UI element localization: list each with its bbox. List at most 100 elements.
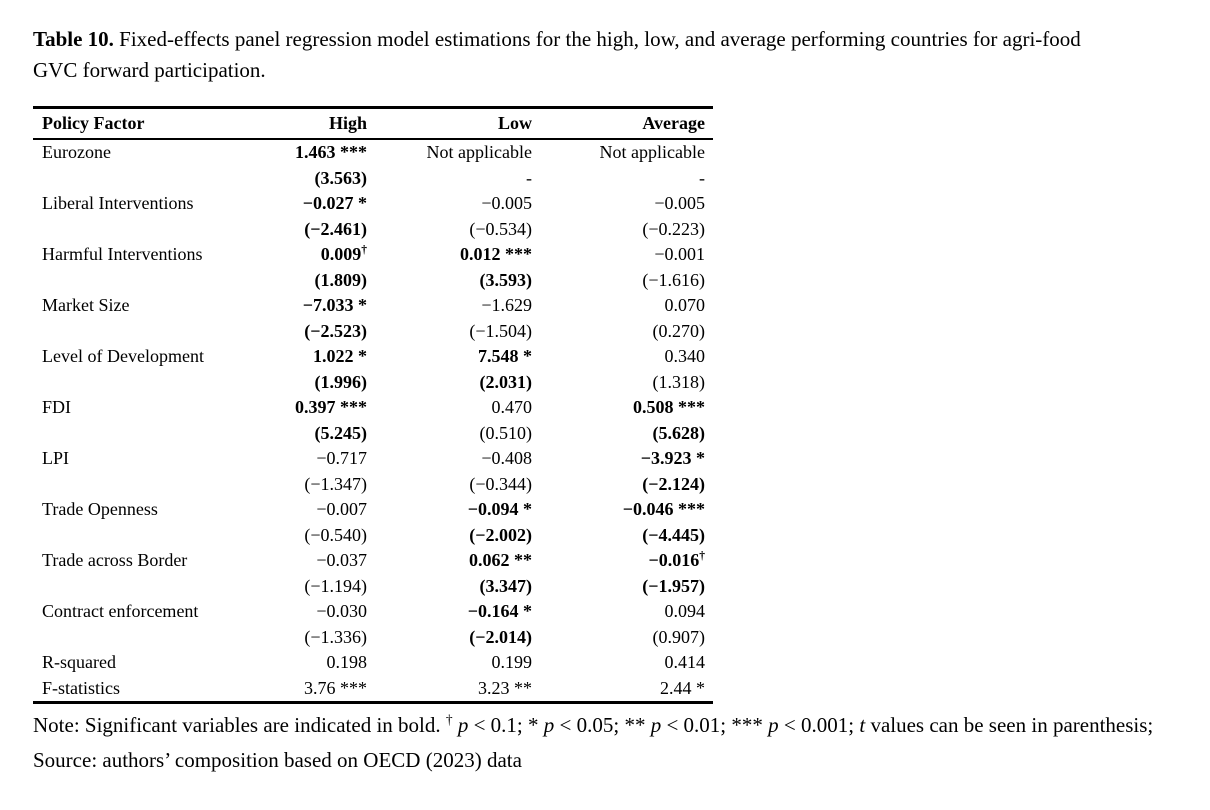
value-cell: (0.270) [540, 319, 713, 345]
table-row: Trade Openness −0.007 −0.094 * −0.046 *** [33, 497, 713, 523]
value-cell: −7.033 * [243, 293, 375, 319]
cell-text: (0.270) [652, 320, 706, 341]
table-row: Eurozone 1.463 *** Not applicable Not appli… [33, 139, 713, 166]
cell-text: Contract enforcement [42, 601, 199, 621]
cell-text: −0.001 [654, 244, 705, 264]
note-text: t [859, 713, 866, 737]
cell-text: −0.005 [481, 193, 532, 213]
cell-text: (−0.223) [642, 218, 705, 239]
table-row: Market Size −7.033 * −1.629 0.070 [33, 293, 713, 319]
dagger-mark: † [445, 712, 453, 727]
cell-text: (−2.523) [304, 320, 367, 341]
value-cell: - [540, 166, 713, 192]
table-row: Liberal Interventions −0.027 * −0.005 −0.00… [33, 191, 713, 217]
policy-factor-cell: Trade Openness [33, 497, 243, 523]
cell-text: R-squared [42, 652, 116, 672]
cell-text: Not applicable [426, 142, 532, 162]
policy-factor-cell: Market Size [33, 293, 243, 319]
cell-text: (0.510) [479, 422, 533, 443]
table-caption-text: Fixed-effects panel regression model est… [33, 27, 1081, 82]
regression-table: Policy Factor High Low Average Eurozone 1… [33, 106, 713, 704]
policy-factor-cell: Level of Development [33, 344, 243, 370]
cell-text: 0.062 ** [469, 550, 532, 570]
note-text: < 0.05; ** [554, 713, 651, 737]
table-row: (−1.347) (−0.344) (−2.124) [33, 472, 713, 498]
cell-text: (−0.540) [304, 524, 367, 545]
cell-text: −0.717 [316, 448, 367, 468]
cell-text: 1.463 *** [295, 142, 367, 162]
cell-text: −0.027 * [302, 193, 367, 213]
value-cell: −0.027 * [243, 191, 375, 217]
cell-text: Eurozone [42, 142, 111, 162]
value-cell: −0.005 [540, 191, 713, 217]
value-cell: −0.001 [540, 242, 713, 268]
cell-text: −0.007 [316, 499, 367, 519]
cell-text: (−1.194) [304, 575, 367, 596]
cell-text: 0.070 [664, 295, 706, 315]
cell-text: Level of Development [42, 346, 204, 366]
note-text: p [650, 713, 662, 737]
policy-factor-cell [33, 523, 243, 549]
value-cell: (−2.014) [375, 625, 540, 651]
cell-text: 0.094 [664, 601, 706, 621]
column-header-low: Low [375, 107, 540, 140]
value-cell: (3.563) [243, 166, 375, 192]
column-header-policy-factor: Policy Factor [33, 107, 243, 140]
value-cell: 7.548 * [375, 344, 540, 370]
policy-factor-cell: Trade across Border [33, 548, 243, 574]
cell-text: Trade Openness [42, 499, 158, 519]
cell-text: −0.037 [316, 550, 367, 570]
value-cell: (−1.957) [540, 574, 713, 600]
value-cell: (0.907) [540, 625, 713, 651]
cell-text: (3.347) [479, 575, 533, 596]
note-text: < 0.1; * [468, 713, 544, 737]
policy-factor-cell [33, 472, 243, 498]
dagger-mark: † [361, 244, 367, 256]
value-cell: −0.030 [243, 599, 375, 625]
policy-factor-cell [33, 166, 243, 192]
value-cell: (−1.616) [540, 268, 713, 294]
value-cell: (1.318) [540, 370, 713, 396]
cell-text: 0.508 *** [633, 397, 705, 417]
cell-text: (−1.347) [304, 473, 367, 494]
cell-text: FDI [42, 397, 72, 417]
policy-factor-cell: Eurozone [33, 139, 243, 166]
policy-factor-cell [33, 421, 243, 447]
cell-text: Trade across Border [42, 550, 188, 570]
policy-factor-cell: F-statistics [33, 676, 243, 703]
value-cell: 0.470 [375, 395, 540, 421]
table-row: (−2.523) (−1.504) (0.270) [33, 319, 713, 345]
cell-text: (−2.014) [469, 626, 532, 647]
value-cell: −1.629 [375, 293, 540, 319]
value-cell: (−1.347) [243, 472, 375, 498]
value-cell: (3.347) [375, 574, 540, 600]
table-row: (1.996) (2.031) (1.318) [33, 370, 713, 396]
cell-text: - [699, 167, 705, 188]
cell-text: 0.012 *** [460, 244, 532, 264]
value-cell: (2.031) [375, 370, 540, 396]
value-cell: 0.397 *** [243, 395, 375, 421]
value-cell: −0.717 [243, 446, 375, 472]
value-cell: 0.009† [243, 242, 375, 268]
value-cell: (−1.336) [243, 625, 375, 651]
cell-text: 0.009 [320, 244, 362, 264]
value-cell: 0.414 [540, 650, 713, 676]
note-text: p [543, 713, 555, 737]
cell-text: (−2.124) [642, 473, 705, 494]
policy-factor-cell: Harmful Interventions [33, 242, 243, 268]
policy-factor-cell [33, 625, 243, 651]
cell-text: 0.340 [664, 346, 706, 366]
cell-text: −0.164 * [467, 601, 532, 621]
value-cell: 3.76 *** [243, 676, 375, 703]
value-cell: 0.094 [540, 599, 713, 625]
cell-text: (3.563) [314, 167, 368, 188]
value-cell: (−1.504) [375, 319, 540, 345]
value-cell: - [375, 166, 540, 192]
cell-text: 2.44 * [660, 677, 705, 698]
cell-text: (−1.616) [642, 269, 705, 290]
dagger-mark: † [699, 550, 705, 562]
value-cell: (−0.223) [540, 217, 713, 243]
table-body: Eurozone 1.463 *** Not applicable Not appli… [33, 139, 713, 703]
table-row: FDI 0.397 *** 0.470 0.508 *** [33, 395, 713, 421]
cell-text: (−2.002) [469, 524, 532, 545]
